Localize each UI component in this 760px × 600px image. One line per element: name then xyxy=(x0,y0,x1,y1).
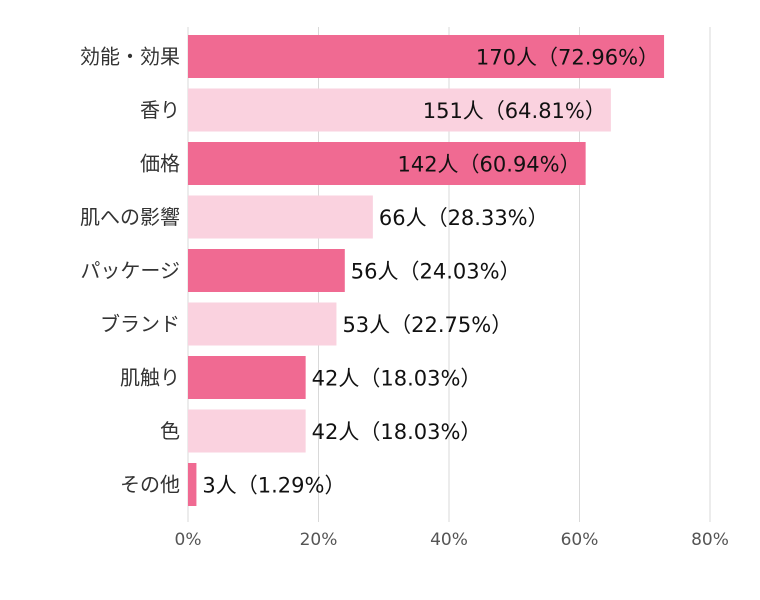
bar xyxy=(188,463,197,506)
bar xyxy=(188,409,306,453)
data-label: 42人（18.03%） xyxy=(312,367,482,391)
bar xyxy=(188,249,345,292)
category-label: その他 xyxy=(120,473,180,497)
x-tick-label: 60% xyxy=(561,530,599,550)
category-label: 肌触り xyxy=(120,366,180,390)
category-label: 肌への影響 xyxy=(80,205,180,229)
bar xyxy=(188,356,306,399)
x-tick-label: 20% xyxy=(300,530,338,550)
category-label: 色 xyxy=(160,419,180,443)
x-axis-ticks: 0% 20% 40% 60% 80% xyxy=(175,530,729,550)
category-label: 効能・効果 xyxy=(80,45,180,69)
bars xyxy=(188,35,665,506)
data-labels: 170人（72.96%） 151人（64.81%） 142人（60.94%） 66人（… xyxy=(202,46,659,498)
category-label: ブランド xyxy=(100,312,180,336)
data-label: 3人（1.29%） xyxy=(202,474,345,498)
data-label: 56人（24.03%） xyxy=(351,260,521,284)
category-label: 香り xyxy=(140,98,180,122)
data-label: 42人（18.03%） xyxy=(312,420,482,444)
data-label: 170人（72.96%） xyxy=(476,46,659,70)
x-tick-label: 0% xyxy=(175,530,202,550)
category-label: 価格 xyxy=(140,152,180,176)
data-label: 151人（64.81%） xyxy=(423,99,606,123)
category-label: パッケージ xyxy=(80,259,180,283)
bar xyxy=(188,302,337,346)
bar xyxy=(188,195,373,239)
bar xyxy=(188,35,665,78)
bar xyxy=(188,88,611,132)
x-tick-label: 40% xyxy=(430,530,468,550)
x-tick-label: 80% xyxy=(691,530,729,550)
data-label: 53人（22.75%） xyxy=(342,313,512,337)
bar xyxy=(188,142,586,185)
data-label: 66人（28.33%） xyxy=(379,206,549,230)
data-label: 142人（60.94%） xyxy=(397,153,580,177)
